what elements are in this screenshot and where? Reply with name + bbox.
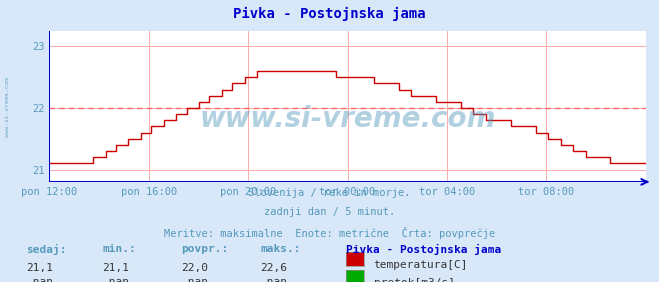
Text: www.si-vreme.com: www.si-vreme.com [5, 77, 11, 137]
Text: -nan: -nan [181, 277, 208, 282]
Text: 21,1: 21,1 [26, 263, 53, 273]
Text: Pivka - Postojnska jama: Pivka - Postojnska jama [233, 7, 426, 21]
Text: min.:: min.: [102, 244, 136, 254]
Text: 22,6: 22,6 [260, 263, 287, 273]
Text: sedaj:: sedaj: [26, 244, 67, 255]
Text: povpr.:: povpr.: [181, 244, 229, 254]
Text: www.si-vreme.com: www.si-vreme.com [200, 105, 496, 133]
Text: -nan: -nan [260, 277, 287, 282]
Text: temperatura[C]: temperatura[C] [374, 260, 468, 270]
Text: Slovenija / reke in morje.: Slovenija / reke in morje. [248, 188, 411, 197]
Text: Pivka - Postojnska jama: Pivka - Postojnska jama [346, 244, 501, 255]
Text: maks.:: maks.: [260, 244, 301, 254]
Text: pretok[m3/s]: pretok[m3/s] [374, 278, 455, 282]
Text: Meritve: maksimalne  Enote: metrične  Črta: povprečje: Meritve: maksimalne Enote: metrične Črta… [164, 227, 495, 239]
Text: -nan: -nan [26, 277, 53, 282]
Text: -nan: -nan [102, 277, 129, 282]
Text: zadnji dan / 5 minut.: zadnji dan / 5 minut. [264, 207, 395, 217]
Text: 21,1: 21,1 [102, 263, 129, 273]
Text: 22,0: 22,0 [181, 263, 208, 273]
